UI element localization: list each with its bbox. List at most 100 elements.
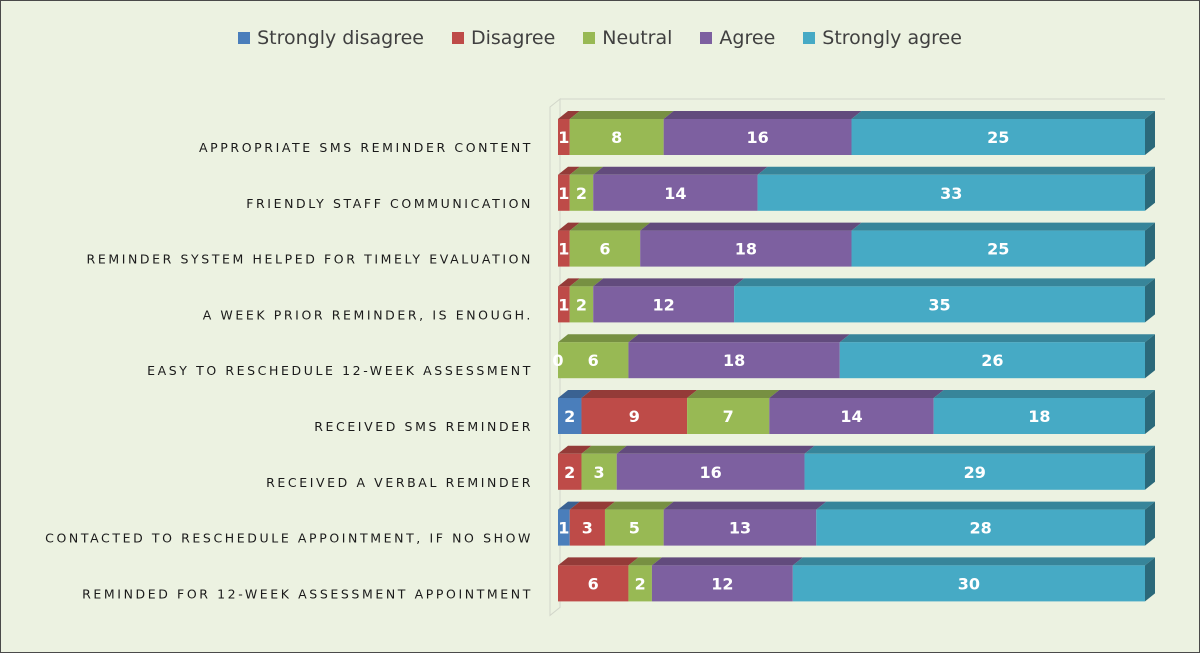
data-label: 2 — [576, 184, 587, 203]
data-label: 1 — [558, 295, 569, 314]
category-label: RECEIVED A VERBAL REMINDER — [266, 475, 533, 490]
data-label: 7 — [723, 407, 734, 426]
bar-end-face — [1145, 334, 1155, 379]
bar-segment-agree — [651, 557, 803, 602]
bar-front-face — [569, 286, 594, 323]
data-label: 30 — [958, 574, 980, 593]
bar-segment-neutral — [628, 557, 662, 602]
bar-top-face — [851, 222, 1155, 231]
bar-segment-neutral — [569, 111, 674, 155]
bar-segment-neutral — [581, 445, 627, 490]
category-label: REMINDED FOR 12-WEEK ASSESSMENT APPOINTM… — [82, 586, 533, 601]
data-label: 14 — [664, 184, 686, 203]
bar-segment-neutral — [604, 501, 674, 546]
bar-top-face — [616, 445, 815, 454]
bar-segment-disagree — [569, 501, 615, 546]
bar-front-face — [558, 286, 570, 323]
bar-front-face — [640, 230, 852, 267]
data-label: 1 — [558, 240, 569, 259]
data-label-zero: 0 — [552, 351, 563, 370]
bar-front-face — [581, 453, 617, 490]
bar-top-face — [558, 111, 580, 119]
bar-top-face — [558, 166, 580, 175]
bar-front-face — [569, 119, 664, 155]
data-label: 2 — [564, 407, 575, 426]
bar-segment-agree — [628, 334, 850, 379]
data-label: 13 — [729, 519, 751, 538]
data-label: 6 — [599, 240, 610, 259]
bar-top-face — [792, 557, 1155, 566]
bar-top-face — [558, 278, 580, 287]
bar-segment-strongly-agree — [816, 501, 1155, 546]
data-label: 1 — [558, 519, 569, 538]
category-label: EASY TO RESCHEDULE 12-WEEK ASSESSMENT — [147, 363, 533, 378]
bar-segment-strongly-agree — [933, 390, 1155, 434]
bar-front-face — [851, 119, 1145, 155]
bar-segment-disagree — [558, 278, 580, 323]
bar-segment-disagree — [558, 111, 580, 155]
bar-segment-strongly-disagree — [558, 390, 592, 434]
legend-swatch — [238, 32, 251, 44]
bar-segment-strongly-agree — [839, 334, 1155, 379]
data-label: 25 — [987, 128, 1009, 147]
legend-label: Strongly disagree — [257, 27, 424, 49]
bar-front-face — [933, 398, 1145, 434]
bar-front-face — [558, 398, 582, 434]
bar-front-face — [628, 565, 652, 602]
bar-top-face — [581, 445, 627, 454]
bar-front-face — [851, 230, 1145, 267]
bar-segment-strongly-agree — [851, 111, 1155, 155]
bar-segment-agree — [616, 445, 815, 490]
bar-top-face — [851, 111, 1155, 119]
data-label: 2 — [564, 463, 575, 482]
bar-end-face — [1145, 501, 1155, 546]
bar-front-face — [816, 509, 1145, 546]
bar-front-face — [569, 509, 605, 546]
bar-front-face — [734, 286, 1145, 323]
bar-segment-strongly-agree — [792, 557, 1155, 602]
bar-front-face — [651, 565, 793, 602]
bar-segment-disagree — [581, 390, 698, 434]
legend-label: Agree — [719, 27, 776, 49]
bar-front-face — [628, 342, 840, 379]
bar-segment-agree — [769, 390, 944, 434]
bar-top-face — [769, 390, 944, 398]
bar-end-face — [1145, 278, 1155, 323]
bar-top-face — [569, 166, 604, 175]
bar-front-face — [663, 119, 852, 155]
data-label: 26 — [981, 351, 1003, 370]
bar-front-face — [663, 509, 817, 546]
bar-top-face — [593, 278, 745, 287]
bar-segment-strongly-disagree — [558, 501, 580, 546]
bar-top-face — [558, 445, 592, 454]
data-label: 28 — [970, 519, 992, 538]
bar-front-face — [757, 174, 1145, 211]
bar-top-face — [558, 334, 639, 343]
bar-top-face — [558, 390, 592, 398]
data-label: 16 — [746, 128, 768, 147]
bar-top-face — [663, 111, 862, 119]
side-wall — [549, 97, 561, 617]
bar-segment-agree — [663, 501, 827, 546]
bar-front-face — [804, 453, 1145, 490]
bar-front-face — [558, 565, 629, 602]
data-label: 12 — [711, 574, 733, 593]
bar-top-face — [933, 390, 1155, 398]
bar-segment-disagree — [558, 557, 639, 602]
data-label: 1 — [558, 184, 569, 203]
legend-item-strongly-disagree: Strongly disagree — [238, 27, 424, 49]
data-label: 18 — [735, 240, 757, 259]
category-label: CONTACTED TO RESCHEDULE APPOINTMENT, IF … — [45, 531, 533, 546]
category-label: RECEIVED SMS REMINDER — [314, 419, 533, 434]
data-label: 1 — [558, 128, 569, 147]
bar-top-face — [558, 557, 639, 566]
bar-top-face — [839, 334, 1155, 343]
data-label: 33 — [940, 184, 962, 203]
legend-label: Strongly agree — [822, 27, 962, 49]
bar-end-face — [1145, 445, 1155, 490]
bar-top-face — [581, 390, 698, 398]
data-label: 14 — [840, 407, 862, 426]
bar-front-face — [558, 174, 570, 211]
bar-segment-agree — [640, 222, 862, 267]
